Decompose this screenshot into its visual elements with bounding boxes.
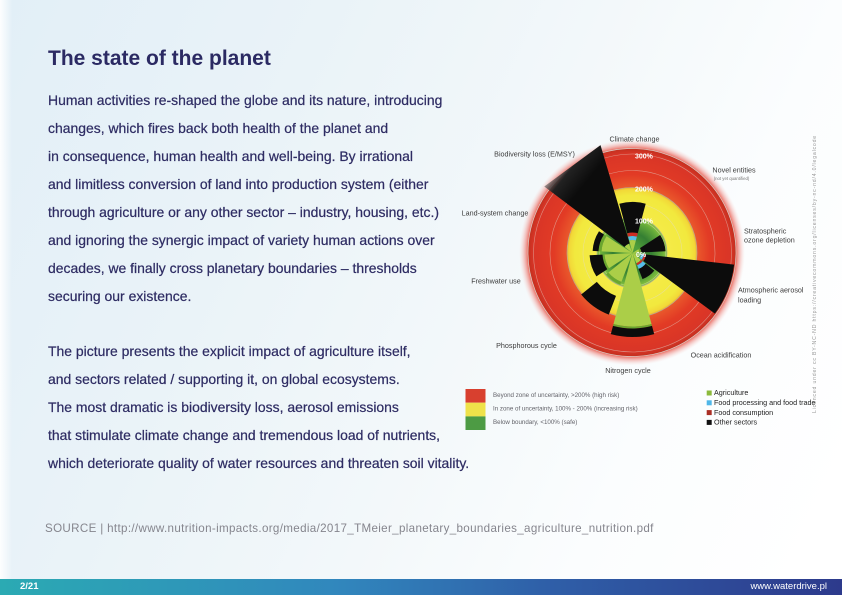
svg-text:Atmospheric aerosol: Atmospheric aerosol (738, 285, 804, 294)
svg-text:Other sectors: Other sectors (714, 418, 758, 427)
svg-text:300%: 300% (635, 154, 654, 161)
svg-text:0%: 0% (636, 252, 647, 259)
svg-text:Land-system change: Land-system change (462, 209, 529, 218)
svg-text:Food consumption: Food consumption (714, 408, 773, 417)
svg-text:Phosphorous cycle: Phosphorous cycle (496, 341, 557, 350)
svg-text:200%: 200% (635, 187, 654, 194)
svg-text:ozone depletion: ozone depletion (744, 236, 795, 245)
svg-text:100%: 100% (635, 219, 654, 226)
svg-text:Nitrogen cycle: Nitrogen cycle (605, 366, 651, 375)
svg-text:Novel entities: Novel entities (712, 166, 756, 175)
svg-text:Below boundary, <100% (safe): Below boundary, <100% (safe) (493, 419, 577, 426)
svg-text:(not yet quantified): (not yet quantified) (714, 176, 750, 181)
svg-text:Agriculture: Agriculture (714, 388, 748, 397)
svg-text:Beyond zone of uncertainty, >2: Beyond zone of uncertainty, >200% (high … (493, 392, 619, 399)
svg-text:loading: loading (738, 295, 761, 304)
svg-text:Food processing and food trade: Food processing and food trade (714, 398, 816, 407)
svg-text:Climate change: Climate change (610, 135, 660, 144)
svg-text:In zone of uncertainty, 100% -: In zone of uncertainty, 100% - 200% (inc… (493, 406, 638, 413)
svg-text:Freshwater use: Freshwater use (471, 277, 521, 286)
svg-text:Ocean acidification: Ocean acidification (691, 350, 752, 359)
svg-text:Licenced under cc BY-NC-ND htt: Licenced under cc BY-NC-ND https://creat… (812, 135, 818, 413)
svg-text:Stratospheric: Stratospheric (744, 226, 787, 235)
svg-text:Biodiversity loss (E/MSY): Biodiversity loss (E/MSY) (494, 150, 575, 159)
